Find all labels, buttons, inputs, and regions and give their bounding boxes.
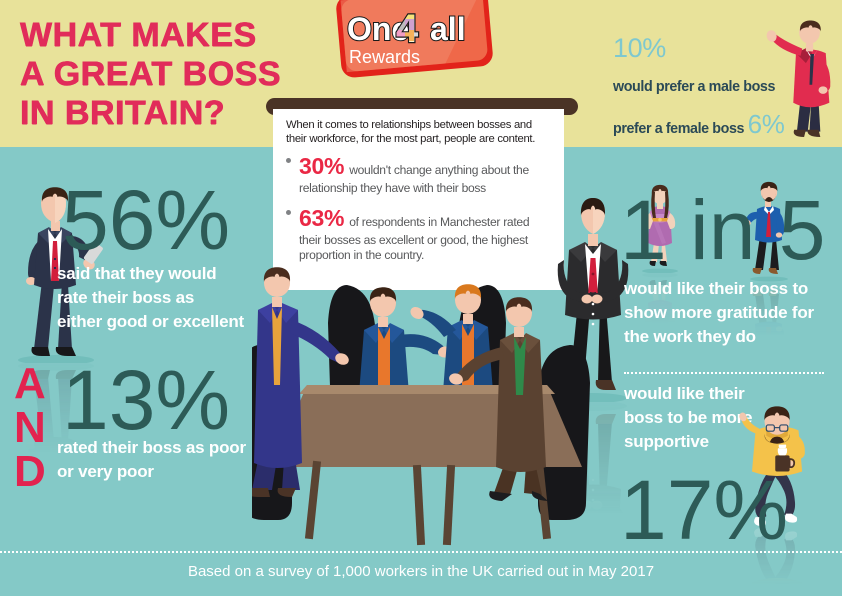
svg-text:Rewards: Rewards [349, 47, 420, 67]
svg-text:all: all [430, 11, 466, 47]
